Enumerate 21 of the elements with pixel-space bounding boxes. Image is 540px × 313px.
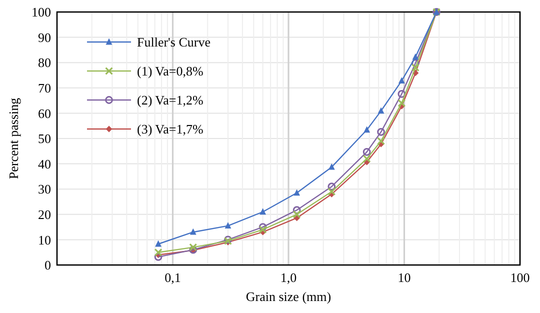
x-tick-label: 0,1 bbox=[164, 270, 181, 285]
y-tick-label: 70 bbox=[38, 80, 51, 96]
x-axis-title: Grain size (mm) bbox=[246, 289, 332, 304]
legend-label: (2) Va=1,2% bbox=[137, 92, 204, 108]
y-tick-label: 80 bbox=[38, 55, 51, 70]
y-tick-label: 30 bbox=[38, 182, 51, 197]
legend-label: (3) Va=1,7% bbox=[137, 122, 204, 137]
legend-label: (1) Va=0,8% bbox=[137, 64, 204, 79]
y-tick-label: 60 bbox=[38, 106, 51, 121]
y-tick-label: 90 bbox=[38, 30, 51, 45]
y-axis-title: Percent passing bbox=[6, 97, 21, 180]
legend-label: Fuller's Curve bbox=[137, 34, 211, 50]
y-tick-label: 10 bbox=[38, 232, 51, 248]
y-tick-label: 100 bbox=[32, 4, 51, 20]
x-tick-label: 10 bbox=[398, 270, 411, 285]
x-tick-label: 100 bbox=[510, 270, 530, 285]
y-tick-label: 0 bbox=[44, 258, 51, 273]
y-tick-label: 40 bbox=[38, 156, 51, 172]
x-tick-label: 1,0 bbox=[280, 270, 297, 285]
y-tick-label: 50 bbox=[38, 131, 51, 146]
y-tick-label: 20 bbox=[38, 206, 51, 222]
